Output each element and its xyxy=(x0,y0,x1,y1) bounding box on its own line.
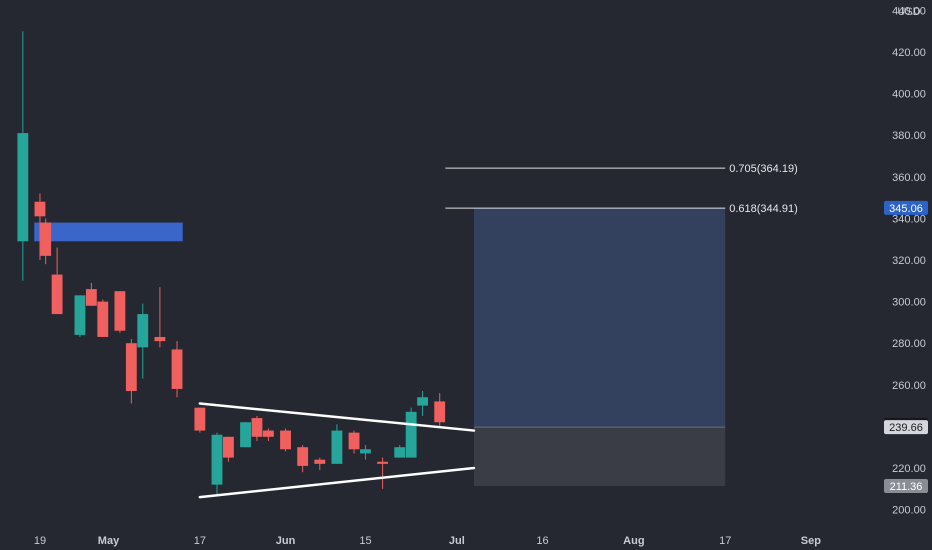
currency-label: USD xyxy=(897,6,920,18)
candle-up xyxy=(360,449,371,454)
y-tick-label: 380.00 xyxy=(892,130,926,142)
target-zone-rect xyxy=(473,208,726,428)
candle-down xyxy=(154,336,166,342)
candle-down xyxy=(40,222,52,256)
candle-down xyxy=(194,407,206,431)
candles xyxy=(17,31,446,496)
candle-up xyxy=(137,314,149,348)
x-tick-label: Jun xyxy=(276,535,296,547)
candle-down xyxy=(434,401,446,423)
candle-down xyxy=(280,430,291,450)
candle-up xyxy=(405,411,417,458)
y-tick-label: 200.00 xyxy=(892,505,926,517)
fib-levels: 0.705(364.19) 0.618(344.91) xyxy=(445,163,798,215)
candle-up xyxy=(211,434,223,485)
price-tag-label: 239.66 xyxy=(889,422,923,434)
candle-down xyxy=(125,343,137,392)
candle-down xyxy=(262,430,274,437)
x-tick-label: Aug xyxy=(623,535,644,547)
time-axis[interactable]: 19 May 17 Jun 15 Jul 16 Aug 17 Sep xyxy=(34,535,821,547)
y-tick-label: 360.00 xyxy=(892,172,926,184)
price-tag-label: 211.36 xyxy=(890,481,923,493)
x-tick-label: Sep xyxy=(801,535,821,547)
candle-down xyxy=(51,274,63,315)
candle-up xyxy=(74,295,86,335)
candle-down xyxy=(251,418,263,437)
candle-up xyxy=(17,133,29,242)
x-tick-label: 15 xyxy=(359,535,371,547)
x-tick-label: 17 xyxy=(194,535,206,547)
candle-down xyxy=(297,447,309,466)
x-tick-label: Jul xyxy=(449,535,465,547)
y-tick-label: 220.00 xyxy=(892,463,926,475)
fib-label: 0.618(344.91) xyxy=(729,203,798,215)
candle-down xyxy=(314,459,326,464)
x-tick-label: 17 xyxy=(719,535,731,547)
y-tick-label: 280.00 xyxy=(892,338,926,350)
y-tick-label: 260.00 xyxy=(892,380,926,392)
candle-down xyxy=(114,291,126,331)
x-tick-label: 19 xyxy=(34,535,46,547)
candle-up xyxy=(417,397,429,406)
y-tick-label: 300.00 xyxy=(892,297,926,309)
candle-up xyxy=(394,447,406,458)
upper-trendline xyxy=(198,402,476,432)
candle-down xyxy=(377,461,389,464)
x-tick-label: 16 xyxy=(536,535,548,547)
y-tick-label: 320.00 xyxy=(892,255,926,267)
candle-down xyxy=(85,289,97,306)
lower-trendline xyxy=(198,466,476,499)
x-tick-label: May xyxy=(98,535,120,547)
stop-zone-rect xyxy=(473,427,726,486)
price-tag-bg xyxy=(884,478,928,493)
trendlines xyxy=(198,402,476,499)
position-zones xyxy=(34,208,726,486)
price-tag-bg xyxy=(884,420,928,435)
candle-down xyxy=(171,349,183,389)
candle-up xyxy=(331,430,343,464)
candle-down xyxy=(97,301,109,337)
price-tag-label: 345.06 xyxy=(889,203,923,215)
candle-down xyxy=(348,432,360,450)
fib-label: 0.705(364.19) xyxy=(729,163,798,175)
y-tick-label: 400.00 xyxy=(892,89,926,101)
y-tick-label: 340.00 xyxy=(892,213,926,225)
price-axis[interactable]: USD 200.00220.00240.00260.00280.00300.00… xyxy=(892,5,926,516)
candle-down xyxy=(222,436,234,458)
candle-up xyxy=(240,422,251,448)
supply-zone-rect xyxy=(34,222,183,242)
candle-down xyxy=(34,201,46,217)
y-tick-label: 420.00 xyxy=(892,47,926,59)
y-tick-label: 440.00 xyxy=(892,5,926,17)
price-tag-bg xyxy=(884,200,928,215)
